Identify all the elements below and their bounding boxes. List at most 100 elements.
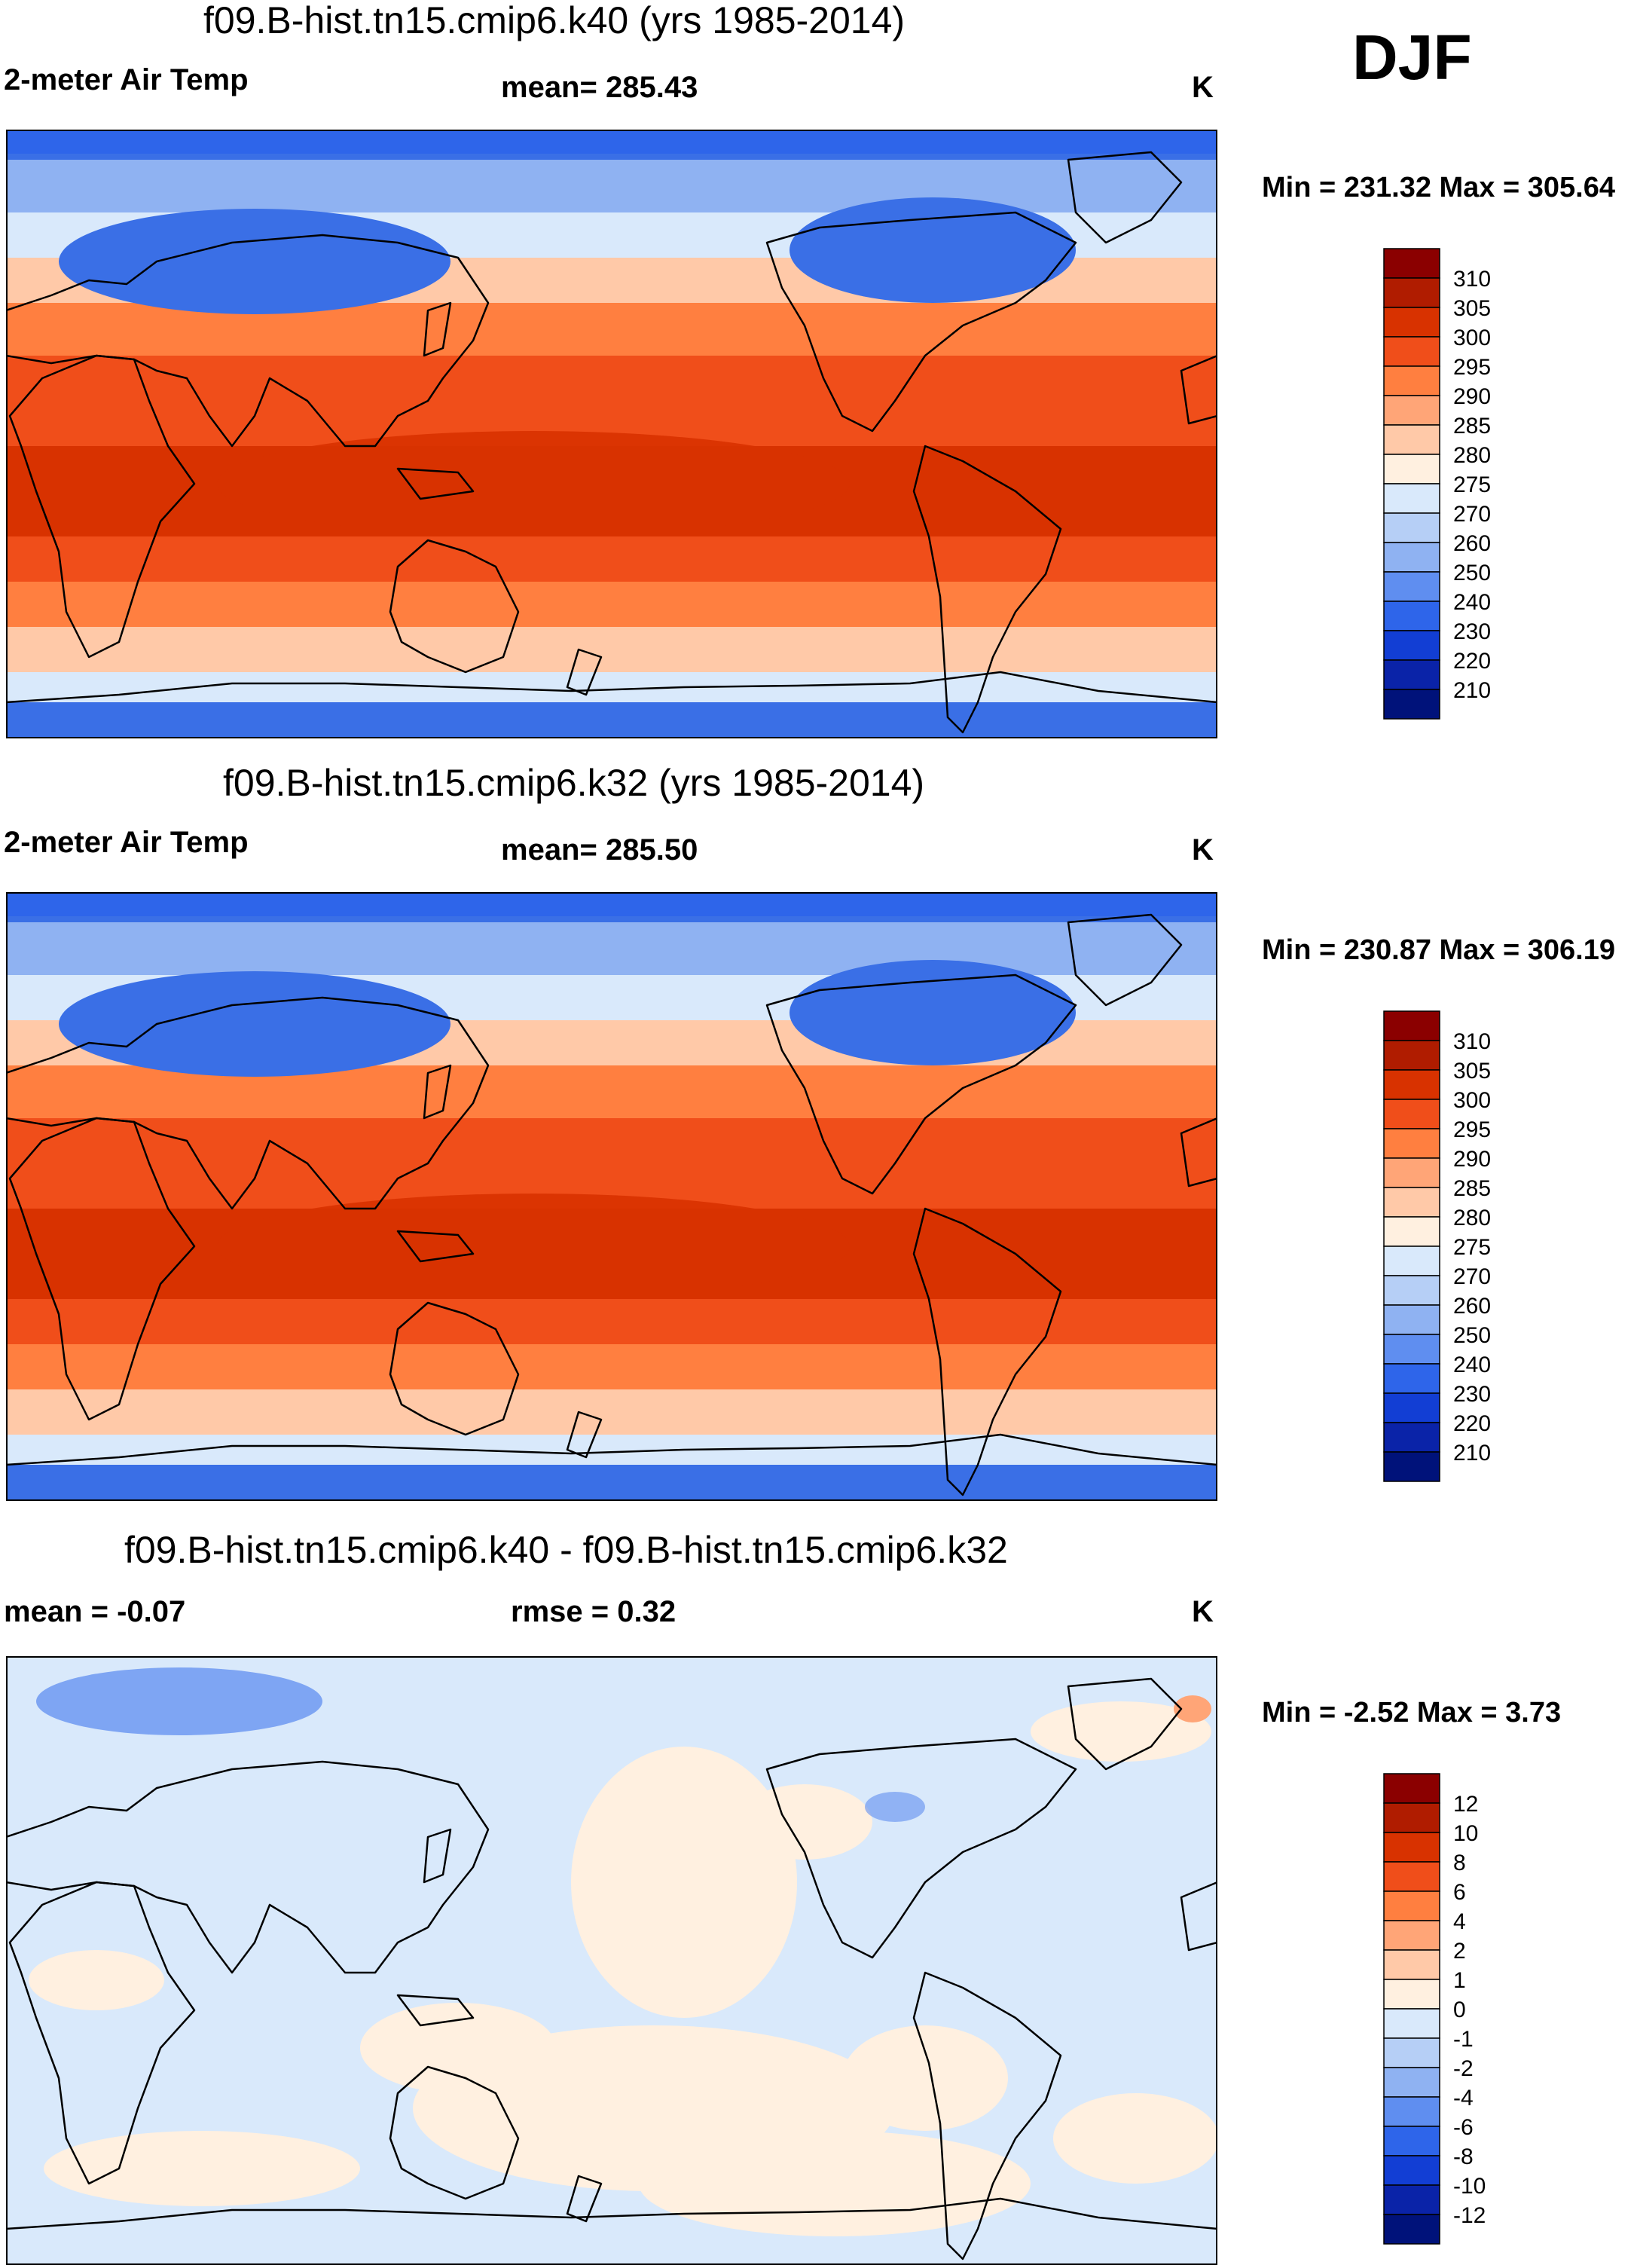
colorbar-box	[1383, 1010, 1440, 1041]
colorbar-label: -2	[1453, 2056, 1474, 2081]
colorbar-label: 295	[1453, 1117, 1491, 1142]
panel1-minmax: Min = 231.32 Max = 305.64	[1262, 172, 1615, 203]
coastline	[6, 1760, 490, 1974]
temperature-band	[6, 1344, 1217, 1389]
coastline	[423, 1828, 452, 1884]
panel1-title: f09.B-hist.tn15.cmip6.k40 (yrs 1985-2014…	[203, 0, 906, 41]
arctic-band	[6, 130, 1217, 154]
panel3-map	[6, 1656, 1217, 2265]
colorbar-box	[1383, 1334, 1440, 1365]
coastline	[566, 1411, 603, 1459]
colorbar-box	[1383, 2214, 1440, 2245]
colorbar-box	[1383, 483, 1440, 514]
coastline	[389, 539, 520, 674]
colorbar-label: 280	[1453, 443, 1491, 468]
coastline	[912, 1207, 1062, 1496]
coastline	[1067, 1677, 1183, 1771]
diff-positive-area	[639, 2131, 1031, 2236]
colorbar-box	[1383, 1773, 1440, 1804]
coastline	[389, 2065, 520, 2200]
panel2-variable: 2-meter Air Temp	[4, 826, 249, 859]
coastline	[1067, 913, 1183, 1007]
colorbar-box	[1383, 630, 1440, 661]
colorbar-label: 305	[1453, 1059, 1491, 1084]
antarctic-band	[6, 1465, 1217, 1501]
colorbar-label: 12	[1453, 1792, 1478, 1817]
colorbar-box	[1383, 424, 1440, 455]
colorbar-box	[1383, 2008, 1440, 2039]
temperature-band	[6, 1118, 1217, 1209]
map-frame	[6, 130, 1217, 738]
coastline	[396, 1994, 475, 2027]
colorbar-box	[1383, 1069, 1440, 1100]
colorbar-label: 295	[1453, 355, 1491, 380]
coastline	[396, 467, 475, 500]
colorbar-box	[1383, 1891, 1440, 1921]
colorbar-box	[1383, 1861, 1440, 1892]
colorbar-box	[1383, 454, 1440, 484]
coastline	[6, 996, 490, 1210]
colorbar-label: 260	[1453, 1294, 1491, 1319]
temperature-band	[6, 1435, 1217, 1465]
panel1-colorbar: 310 305 300 295 290 285 280 275 270 260 250 240 230 2…	[1383, 248, 1491, 720]
panel1-mean: mean= 285.43	[501, 71, 698, 104]
diff-negative-area	[865, 1792, 925, 1822]
colorbar-box	[1383, 2155, 1440, 2186]
panel2-map	[6, 892, 1217, 1501]
colorbar-label: 210	[1453, 678, 1491, 703]
colorbar-box	[1383, 1802, 1440, 1833]
colorbar-box	[1383, 1187, 1440, 1218]
coastline	[6, 2197, 1217, 2265]
diff-positive-area	[842, 2025, 1008, 2131]
coastline	[423, 301, 452, 357]
coastline	[1180, 1881, 1217, 1952]
colorbar-box	[1383, 1246, 1440, 1276]
colorbar-label: 230	[1453, 619, 1491, 644]
cold-interior-america	[790, 960, 1076, 1065]
colorbar-box	[1383, 2067, 1440, 2098]
diff-positive-area	[1053, 2093, 1217, 2184]
colorbar-label: 250	[1453, 1323, 1491, 1348]
colorbar-box	[1383, 542, 1440, 573]
colorbar-box	[1383, 1128, 1440, 1159]
coastline	[765, 974, 1077, 1195]
colorbar-label: 290	[1453, 384, 1491, 409]
panel1-units: K	[1192, 71, 1214, 104]
panel1-map	[6, 130, 1217, 738]
colorbar-label: 310	[1453, 267, 1491, 292]
coastline	[912, 1971, 1062, 2260]
coastline	[8, 354, 196, 659]
map-frame	[6, 1656, 1217, 2265]
cold-interior-asia	[59, 209, 450, 314]
diff-positive-area	[44, 2131, 360, 2206]
colorbar-label: -8	[1453, 2144, 1474, 2169]
coastline	[1067, 151, 1183, 244]
diff-positive-area	[29, 1950, 164, 2010]
colorbar-box	[1383, 1979, 1440, 2010]
colorbar-box	[1383, 1216, 1440, 1247]
colorbar-label: -10	[1453, 2174, 1486, 2199]
colorbar-box	[1383, 2184, 1440, 2215]
coastline	[6, 234, 490, 448]
colorbar-box	[1383, 1157, 1440, 1188]
colorbar-label: 2	[1453, 1939, 1466, 1964]
panel2-units: K	[1192, 833, 1214, 867]
warm-pool	[217, 1194, 850, 1299]
colorbar-label: 6	[1453, 1880, 1466, 1905]
colorbar-label: 10	[1453, 1821, 1478, 1846]
colorbar-box	[1383, 1832, 1440, 1863]
colorbar-box	[1383, 1099, 1440, 1129]
temperature-band	[6, 536, 1217, 582]
diff-positive-area	[737, 1784, 872, 1860]
colorbar-box	[1383, 1363, 1440, 1394]
colorbar-label: 240	[1453, 590, 1491, 615]
diff-positive-area	[571, 1747, 797, 2018]
temperature-band	[6, 1299, 1217, 1344]
colorbar-label: 300	[1453, 1088, 1491, 1113]
panel3-minmax: Min = -2.52 Max = 3.73	[1262, 1697, 1562, 1729]
coastline	[389, 1301, 520, 1436]
panel3-rmse: rmse = 0.32	[511, 1595, 677, 1628]
colorbar-label: 270	[1453, 1264, 1491, 1289]
temperature-band	[6, 356, 1217, 446]
colorbar-box	[1383, 601, 1440, 631]
